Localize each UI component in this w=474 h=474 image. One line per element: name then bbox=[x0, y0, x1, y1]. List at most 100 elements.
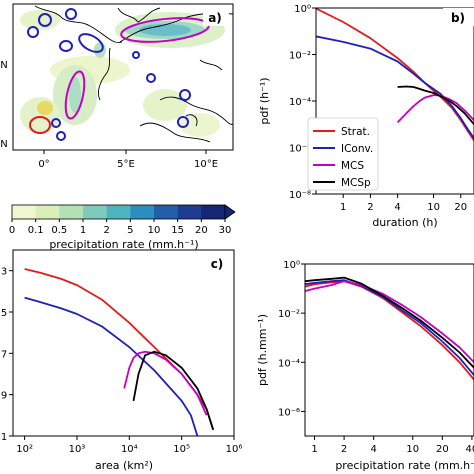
x-tick-label: 10 bbox=[427, 202, 440, 213]
panel-d-ticks: 1 2 4 10 20 40 10⁰ 10⁻² 10⁻⁴ 10⁻⁶ bbox=[278, 260, 474, 455]
x-tick-label: 10³ bbox=[69, 444, 86, 455]
x-tick-label: 1 bbox=[311, 444, 317, 455]
colorbar: 0 0.1 0.5 1 2 5 10 15 20 30 precipitation rate (m… bbox=[9, 204, 236, 251]
y-tick-label: 9 bbox=[1, 391, 7, 402]
panel-c-label-bg bbox=[204, 254, 232, 272]
colorbar-tick-label: 1 bbox=[80, 225, 86, 236]
y-tick-label: 10⁰ bbox=[283, 260, 300, 271]
colorbar-cell-4 bbox=[106, 205, 131, 219]
colorbar-cell-8 bbox=[201, 205, 226, 219]
series-line-mcsp bbox=[397, 85, 474, 125]
colorbar-tick-label: 5 bbox=[127, 225, 133, 236]
x-tick-label: 10⁶ bbox=[226, 444, 243, 455]
legend-box bbox=[307, 117, 379, 191]
colorbar-tick-label: 15 bbox=[171, 225, 184, 236]
colorbar-tick-label: 0.5 bbox=[51, 225, 67, 236]
x-tick-label: 20 bbox=[436, 444, 449, 455]
x-tick-label: 40 bbox=[466, 444, 474, 455]
colorbar-cell-1 bbox=[35, 205, 60, 219]
y-tick-label: 5 bbox=[1, 308, 7, 319]
colorbar-cell-0 bbox=[12, 205, 36, 219]
lon-tick-label-0: 0° bbox=[38, 159, 49, 170]
panel-d-xlabel: precipitation rate (mm.h⁻¹) bbox=[335, 459, 474, 472]
map-field bbox=[20, 5, 233, 143]
colorbar-cell-2 bbox=[59, 205, 84, 219]
colorbar-ticks: 0 0.1 0.5 1 2 5 10 15 20 30 bbox=[9, 219, 232, 236]
colorbar-label: precipitation rate (mm.h⁻¹) bbox=[49, 238, 198, 251]
y-tick-label: 10⁰ bbox=[294, 4, 311, 15]
x-tick-label: 2 bbox=[367, 202, 373, 213]
panel-c-frame bbox=[12, 249, 235, 437]
y-tick-label: 10⁻⁶ bbox=[278, 407, 300, 418]
system-contours bbox=[27, 8, 210, 141]
lat-tick-label-1: N bbox=[0, 139, 7, 150]
colorbar-frame bbox=[11, 204, 226, 220]
series-line-strat bbox=[305, 280, 474, 381]
lon-tick-label-1: 5°E bbox=[117, 159, 135, 170]
legend-label-iconv: IConv. bbox=[341, 143, 373, 155]
panel-c-area-pdf: 10² 10³ 10⁴ 10⁵ 10⁶ 3 5 7 9 1 area (km²) c) bbox=[1, 249, 243, 472]
series-line-iconv bbox=[305, 279, 474, 376]
x-tick-label: 10⁴ bbox=[121, 444, 138, 455]
series-line-mcs bbox=[305, 280, 474, 363]
panel-c-ticks: 10² 10³ 10⁴ 10⁵ 10⁶ 3 5 7 9 1 bbox=[1, 267, 243, 455]
series-line-iconv bbox=[24, 296, 199, 436]
panel-b-ticks: 1 2 4 10 20 10⁰ 10⁻² 10⁻⁴ 10⁻⁶ 10⁻⁸ bbox=[289, 4, 467, 213]
legend-label-mcs: MCS bbox=[341, 160, 364, 172]
colorbar-tick-label: 20 bbox=[195, 225, 208, 236]
colorbar-extend-arrow bbox=[224, 204, 236, 220]
panel-series bbox=[316, 8, 474, 141]
colorbar-tick-label: 10 bbox=[148, 225, 161, 236]
panel-c-label: c) bbox=[211, 257, 224, 271]
colorbar-tick-label: 2 bbox=[103, 225, 109, 236]
panel-series bbox=[24, 268, 215, 436]
panel-c-curves bbox=[24, 268, 215, 436]
series-line-mcsp bbox=[305, 276, 474, 369]
x-tick-label: 4 bbox=[394, 202, 400, 213]
colorbar-cell-5 bbox=[130, 205, 155, 219]
map-lon-ticks: 0° 5°E 10°E bbox=[38, 150, 218, 170]
panel-a-label-bg bbox=[203, 8, 229, 26]
panel-series bbox=[305, 276, 474, 381]
series-line-mcs bbox=[396, 94, 474, 124]
series-line-iconv bbox=[316, 35, 474, 139]
panel-d-ylabel: pdf (h.mm⁻¹) bbox=[256, 314, 269, 386]
y-tick-label: 10⁻² bbox=[278, 309, 300, 320]
y-tick-label: 10⁻⁴ bbox=[289, 97, 311, 108]
y-tick-label: 10⁻⁶ bbox=[289, 144, 311, 155]
map-frame bbox=[12, 3, 234, 151]
lon-tick-label-2: 10°E bbox=[194, 159, 218, 170]
y-tick-label: 1 bbox=[1, 432, 7, 443]
series-line-mcsp bbox=[132, 350, 215, 431]
colorbar-tick-label: 0.1 bbox=[28, 225, 44, 236]
colorbar-tick-label: 0 bbox=[9, 225, 15, 236]
colorbar-cell-3 bbox=[83, 205, 107, 219]
x-tick-label: 10² bbox=[16, 444, 33, 455]
panel-b-xlabel: duration (h) bbox=[372, 216, 437, 229]
series-line-mcs bbox=[123, 350, 208, 416]
x-tick-label: 2 bbox=[341, 444, 347, 455]
panel-a-map: 0° 5°E 10°E N N a) bbox=[0, 3, 234, 170]
panel-b-ylabel: pdf (h⁻¹) bbox=[258, 77, 271, 124]
legend-label-strat: Strat. bbox=[341, 126, 370, 138]
lat-tick-label-0: N bbox=[0, 60, 7, 71]
colorbar-cell-6 bbox=[154, 205, 178, 219]
y-tick-label: 10⁻⁴ bbox=[278, 358, 300, 369]
y-tick-label: 10⁻⁸ bbox=[289, 190, 311, 201]
y-tick-label: 3 bbox=[1, 267, 7, 278]
legend: Strat. IConv. MCS MCSp bbox=[307, 117, 379, 191]
panel-d-precip-pdf: 1 2 4 10 20 40 10⁰ 10⁻² 10⁻⁴ 10⁻⁶ precipitation r… bbox=[256, 260, 474, 472]
y-tick-label: 7 bbox=[1, 349, 7, 360]
colorbar-cell-7 bbox=[177, 205, 202, 219]
panel-b-label: b) bbox=[451, 11, 465, 25]
x-tick-label: 10 bbox=[406, 444, 419, 455]
y-tick-label: 10⁻² bbox=[289, 51, 311, 62]
panel-b-label-bg bbox=[443, 8, 474, 26]
panel-d-frame bbox=[304, 263, 474, 437]
legend-label-mcsp: MCSp bbox=[341, 177, 371, 189]
panel-d-curves bbox=[305, 276, 474, 381]
colorbar-cells bbox=[12, 205, 226, 219]
colorbar-tick-label: 30 bbox=[219, 225, 232, 236]
